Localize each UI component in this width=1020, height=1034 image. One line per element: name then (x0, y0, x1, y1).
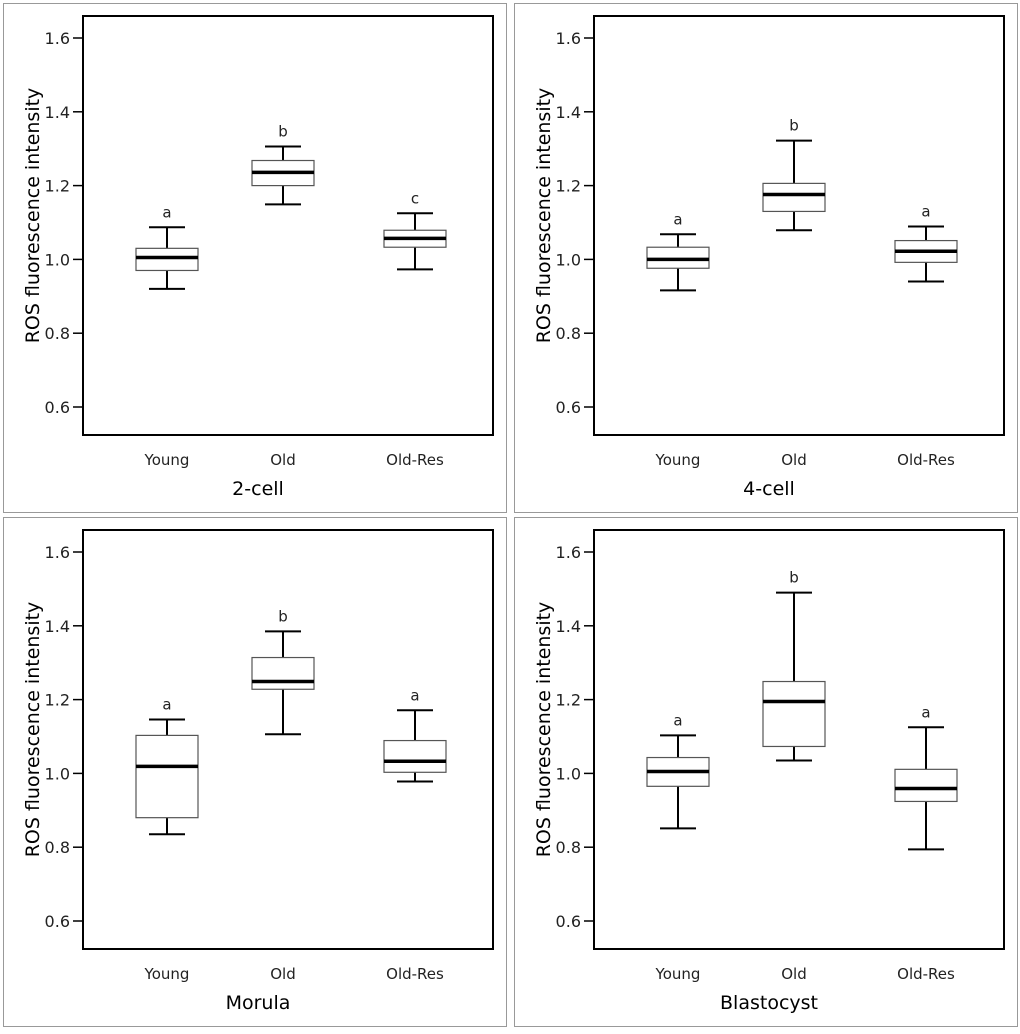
significance-label: a (921, 703, 930, 721)
y-tick-label: 1.2 (556, 691, 581, 710)
y-tick-label: 0.8 (556, 324, 581, 343)
box-old: b (762, 117, 826, 232)
y-tick-label: 1.6 (556, 29, 581, 48)
box-iqr (762, 182, 826, 213)
chart-panel-morula: 0.6 0.8 1.0 1.2 1.4 1.6 ROS fluorescence inten… (3, 517, 507, 1027)
y-tick-label: 0.6 (45, 398, 70, 417)
y-tick-label: 1.4 (45, 103, 70, 122)
y-tick-label: 1.4 (45, 617, 70, 636)
significance-label: a (673, 210, 682, 228)
y-tick-label: 1.2 (45, 177, 70, 196)
significance-label: a (921, 203, 930, 221)
y-axis-label: ROS fluorescence intensity (22, 88, 44, 344)
box-iqr (135, 734, 199, 819)
box-iqr (894, 768, 958, 803)
x-axis-label: 4-cell (743, 478, 795, 500)
y-tick-label: 1.6 (45, 543, 70, 562)
box-old-res: c (383, 189, 447, 271)
y-tick-label: 1.0 (556, 764, 581, 783)
x-tick-label: Young (144, 451, 190, 469)
box-old-res: a (383, 686, 447, 783)
box-iqr (762, 680, 826, 748)
y-tick-label: 0.8 (556, 838, 581, 857)
y-tick-label: 1.2 (45, 691, 70, 710)
significance-label: a (162, 696, 171, 714)
plot-frame (593, 15, 1005, 436)
box-young: a (135, 203, 199, 290)
y-tick-label: 1.0 (45, 764, 70, 783)
box-old-res: a (894, 703, 958, 851)
chart-panel-4-cell: 0.6 0.8 1.0 1.2 1.4 1.6 ROS fluorescence inten… (514, 3, 1018, 513)
chart-panel-blastocyst: 0.6 0.8 1.0 1.2 1.4 1.6 ROS fluorescence inten… (514, 517, 1018, 1027)
y-tick-label: 0.6 (556, 912, 581, 931)
box-iqr (135, 247, 199, 272)
x-tick-label: Young (655, 451, 701, 469)
x-tick-label: Old-Res (897, 965, 955, 983)
x-axis-label: 2-cell (232, 478, 284, 500)
significance-label: b (278, 607, 288, 625)
y-tick-label: 1.4 (556, 103, 581, 122)
y-tick-label: 0.6 (45, 912, 70, 931)
x-tick-label: Old (781, 965, 807, 983)
y-axis-label: ROS fluorescence intensity (533, 88, 555, 344)
box-young: a (646, 711, 710, 830)
significance-label: c (411, 189, 419, 207)
x-tick-label: Old (270, 965, 296, 983)
x-axis-label: Morula (226, 992, 291, 1014)
x-tick-label: Old-Res (386, 451, 444, 469)
significance-label: a (673, 711, 682, 729)
y-axis-label: ROS fluorescence intensity (533, 602, 555, 858)
chart-panel-2-cell: 0.6 0.8 1.0 1.2 1.4 1.6 ROS fluorescence inten… (3, 3, 507, 513)
y-tick-label: 0.8 (45, 324, 70, 343)
box-old-res: a (894, 203, 958, 283)
x-tick-label: Young (144, 965, 190, 983)
y-tick-label: 0.6 (556, 398, 581, 417)
box-old: b (762, 569, 826, 762)
plot-frame (82, 15, 494, 436)
significance-label: a (410, 686, 419, 704)
y-tick-label: 1.0 (45, 250, 70, 269)
x-tick-label: Old (270, 451, 296, 469)
significance-label: a (162, 203, 171, 221)
y-tick-label: 1.4 (556, 617, 581, 636)
significance-label: b (789, 117, 799, 135)
y-tick-label: 1.6 (45, 29, 70, 48)
y-axis-label: ROS fluorescence intensity (22, 602, 44, 858)
significance-label: b (789, 569, 799, 587)
y-tick-label: 1.0 (556, 250, 581, 269)
y-tick-label: 1.6 (556, 543, 581, 562)
plot-frame (593, 529, 1005, 950)
panel-border (3, 3, 507, 513)
box-young: a (135, 696, 199, 836)
x-axis-label: Blastocyst (720, 992, 818, 1014)
plot-frame (82, 529, 494, 950)
x-tick-label: Old-Res (897, 451, 955, 469)
box-old: b (251, 122, 315, 206)
x-tick-label: Young (655, 965, 701, 983)
y-tick-label: 0.8 (45, 838, 70, 857)
box-iqr (251, 656, 315, 690)
box-iqr (383, 739, 447, 773)
y-tick-label: 1.2 (556, 177, 581, 196)
x-tick-label: Old-Res (386, 965, 444, 983)
x-tick-label: Old (781, 451, 807, 469)
box-old: b (251, 607, 315, 736)
box-young: a (646, 210, 710, 292)
significance-label: b (278, 122, 288, 140)
